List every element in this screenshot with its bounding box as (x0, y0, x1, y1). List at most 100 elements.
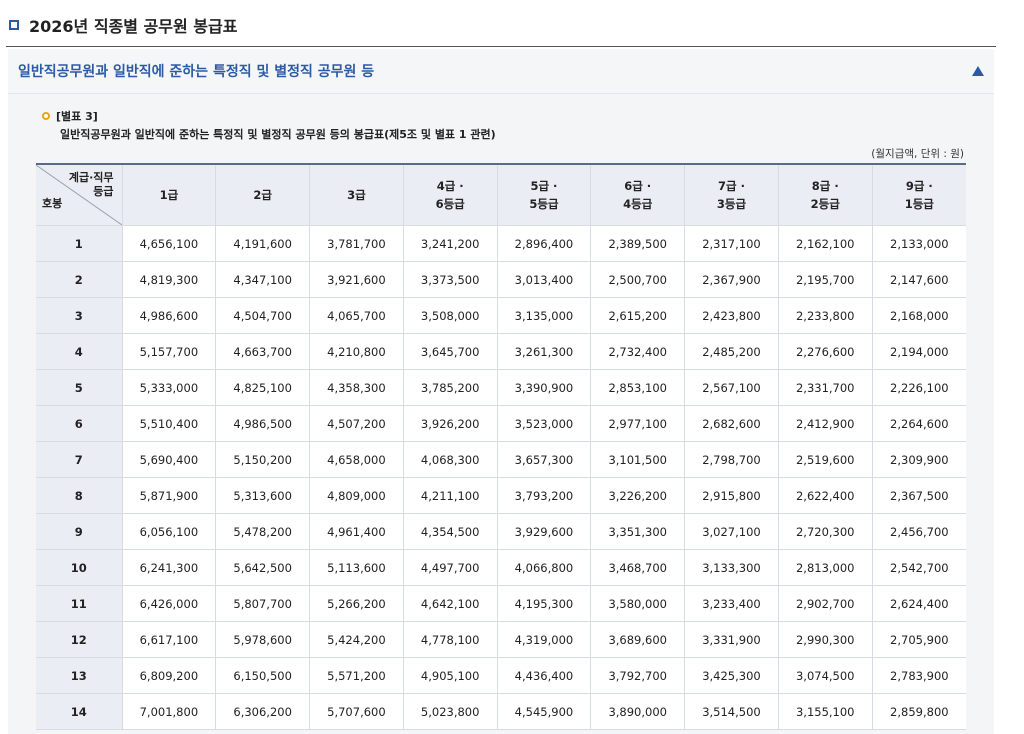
salary-cell: 2,977,100 (590, 405, 686, 442)
step-cell: 12 (36, 621, 123, 658)
salary-cell: 2,624,400 (872, 585, 966, 622)
salary-cell: 4,809,000 (309, 477, 404, 514)
accordion-header[interactable]: 일반직공무원과 일반직에 준하는 특정직 및 별정직 공무원 등 (8, 49, 994, 94)
salary-cell: 2,542,700 (872, 549, 966, 586)
salary-cell: 2,233,800 (778, 297, 873, 334)
salary-cell: 4,778,100 (403, 621, 498, 658)
salary-cell: 2,147,600 (872, 261, 966, 298)
salary-cell: 5,571,200 (309, 657, 404, 694)
salary-cell: 2,195,700 (778, 261, 873, 298)
step-cell: 8 (36, 477, 123, 514)
unit-note: (월지급액, 단위 : 원) (871, 148, 964, 160)
salary-cell: 2,813,000 (778, 549, 873, 586)
salary-cell: 5,978,600 (215, 621, 311, 658)
table-row: 4 5,157,700 4,663,700 4,210,800 3,645,700 3,2… (36, 333, 966, 370)
triangle-up-icon[interactable] (972, 66, 984, 76)
salary-cell: 3,133,300 (684, 549, 779, 586)
column-header-8: 8급 · 2등급 (778, 163, 873, 226)
salary-cell: 4,354,500 (403, 513, 498, 550)
table-row: 11 6,426,000 5,807,700 5,266,200 4,642,100 4,… (36, 585, 966, 622)
table-row: 1 4,656,100 4,191,600 3,781,700 3,241,200 2,8… (36, 225, 966, 262)
salary-cell: 4,642,100 (403, 585, 498, 622)
corner-header-cell: 계급·직무 등급 호봉 (36, 163, 123, 226)
accordion-content: [별표 3] 일반직공무원과 일반직에 준하는 특정직 및 별정직 공무원 등의… (8, 94, 994, 734)
table-row: 10 6,241,300 5,642,500 5,113,600 4,497,700 4,… (36, 549, 966, 586)
salary-cell: 5,478,200 (215, 513, 311, 550)
section-title[interactable]: 일반직공무원과 일반직에 준하는 특정직 및 별정직 공무원 등 (18, 64, 375, 80)
column-header-line2: 6등급 (435, 197, 465, 211)
salary-cell: 2,798,700 (684, 441, 779, 478)
column-header-line1: 8급 · (811, 179, 839, 193)
column-header-3: 3급 (309, 163, 404, 226)
salary-cell: 3,921,600 (309, 261, 404, 298)
column-header-line1: 6급 · (624, 179, 652, 193)
column-header-1: 1급 (122, 163, 217, 226)
salary-cell: 3,331,900 (684, 621, 779, 658)
column-header-line1: 4급 · (436, 179, 464, 193)
column-header-line1: 5급 · (530, 179, 558, 193)
salary-cell: 3,926,200 (403, 405, 498, 442)
salary-cell: 3,226,200 (590, 477, 686, 514)
salary-cell: 4,656,100 (122, 225, 217, 262)
column-header-line2: 4등급 (623, 197, 653, 211)
salary-cell: 4,905,100 (403, 657, 498, 694)
step-cell: 5 (36, 369, 123, 406)
table-body: 1 4,656,100 4,191,600 3,781,700 3,241,200 2,8… (36, 225, 966, 730)
salary-cell: 4,191,600 (215, 225, 311, 262)
column-header-line2: 1등급 (904, 197, 934, 211)
salary-cell: 3,074,500 (778, 657, 873, 694)
salary-cell: 3,261,300 (497, 333, 592, 370)
salary-cell: 4,986,500 (215, 405, 311, 442)
column-header-4: 4급 · 6등급 (403, 163, 498, 226)
salary-cell: 5,150,200 (215, 441, 311, 478)
column-header-6: 6급 · 4등급 (590, 163, 686, 226)
salary-cell: 2,133,000 (872, 225, 966, 262)
salary-cell: 4,545,900 (497, 693, 592, 730)
salary-cell: 3,781,700 (309, 225, 404, 262)
salary-cell: 3,468,700 (590, 549, 686, 586)
salary-cell: 2,485,200 (684, 333, 779, 370)
corner-top-line2: 등급 (93, 185, 114, 198)
step-cell: 10 (36, 549, 123, 586)
salary-cell: 2,264,600 (872, 405, 966, 442)
column-header-2: 2급 (215, 163, 311, 226)
salary-cell: 5,113,600 (309, 549, 404, 586)
salary-cell: 2,705,900 (872, 621, 966, 658)
salary-cell: 5,333,000 (122, 369, 217, 406)
salary-cell: 5,313,600 (215, 477, 311, 514)
salary-cell: 3,508,000 (403, 297, 498, 334)
table-row: 5 5,333,000 4,825,100 4,358,300 3,785,200 3,3… (36, 369, 966, 406)
salary-cell: 2,194,000 (872, 333, 966, 370)
salary-cell: 3,523,000 (497, 405, 592, 442)
table-row: 13 6,809,200 6,150,500 5,571,200 4,905,100 4,… (36, 657, 966, 694)
salary-cell: 3,929,600 (497, 513, 592, 550)
annex-label: [별표 3] (56, 110, 98, 123)
salary-cell: 2,853,100 (590, 369, 686, 406)
salary-cell: 5,157,700 (122, 333, 217, 370)
table-row: 9 6,056,100 5,478,200 4,961,400 4,354,500 3,9… (36, 513, 966, 550)
salary-cell: 3,027,100 (684, 513, 779, 550)
salary-cell: 2,990,300 (778, 621, 873, 658)
salary-cell: 2,367,900 (684, 261, 779, 298)
salary-cell: 2,423,800 (684, 297, 779, 334)
salary-cell: 2,783,900 (872, 657, 966, 694)
step-cell: 3 (36, 297, 123, 334)
salary-cell: 3,425,300 (684, 657, 779, 694)
salary-cell: 2,412,900 (778, 405, 873, 442)
column-header-line1: 3급 (347, 188, 366, 202)
column-header-line2: 5등급 (529, 197, 559, 211)
salary-cell: 3,792,700 (590, 657, 686, 694)
table-row: 8 5,871,900 5,313,600 4,809,000 4,211,100 3,7… (36, 477, 966, 514)
salary-cell: 6,241,300 (122, 549, 217, 586)
column-header-9: 9급 · 1등급 (872, 163, 966, 226)
salary-cell: 4,358,300 (309, 369, 404, 406)
salary-cell: 4,195,300 (497, 585, 592, 622)
salary-cell: 4,068,300 (403, 441, 498, 478)
salary-cell: 5,424,200 (309, 621, 404, 658)
salary-cell: 4,961,400 (309, 513, 404, 550)
salary-cell: 5,871,900 (122, 477, 217, 514)
salary-cell: 3,785,200 (403, 369, 498, 406)
salary-cell: 5,266,200 (309, 585, 404, 622)
table-row: 12 6,617,100 5,978,600 5,424,200 4,778,100 4,… (36, 621, 966, 658)
step-cell: 7 (36, 441, 123, 478)
